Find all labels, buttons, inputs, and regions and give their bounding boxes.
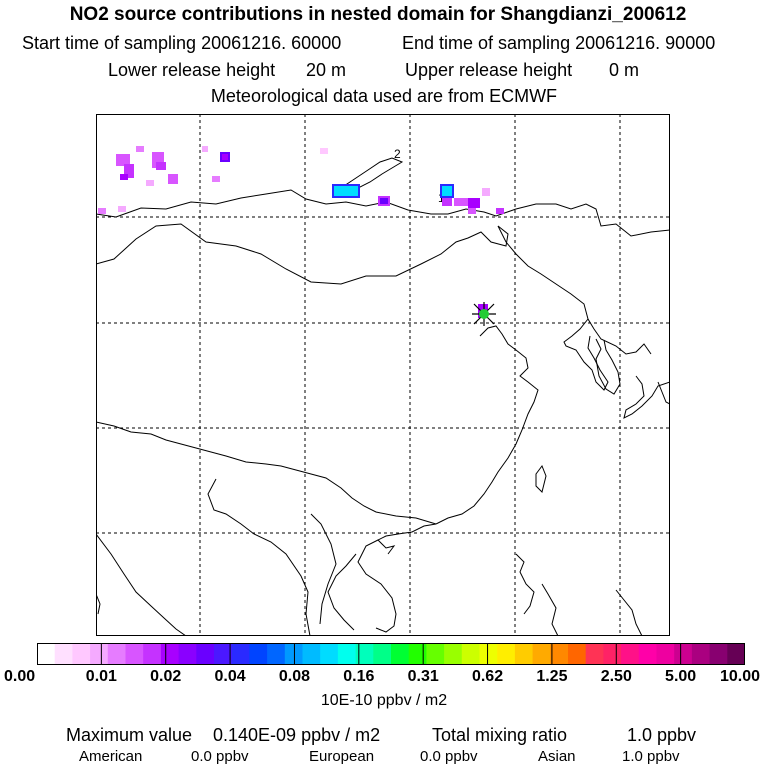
colorbar-segment <box>373 643 392 665</box>
colorbar-segment <box>231 643 250 665</box>
upper-release-value: 0 m <box>609 60 640 80</box>
colorbar-tick-label: 10.00 <box>719 668 760 685</box>
maximum-value-label: Maximum value <box>66 725 193 745</box>
colorbar-frame <box>37 643 745 665</box>
colorbar-tick-label: 0.31 <box>407 668 439 685</box>
european-value: 0.0 ppbv <box>420 748 478 765</box>
colorbar-segment <box>337 643 357 665</box>
colorbar-segment <box>638 643 657 665</box>
total-mixing-ratio-value: 1.0 ppbv <box>627 725 697 745</box>
colorbar-tick-label: 0.00 <box>4 668 36 685</box>
colorbar-segment <box>214 643 233 665</box>
colorbar-tick-label: 1.25 <box>536 668 568 685</box>
colorbar-segment <box>691 643 711 665</box>
colorbar-segment <box>178 643 197 665</box>
receptor-marker <box>472 302 496 326</box>
colorbar-segment <box>621 643 640 665</box>
colorbar-segment <box>107 643 126 665</box>
american-value: 0.0 ppbv <box>191 748 249 765</box>
colorbar-segment <box>656 643 675 665</box>
colorbar-tick-label: 0.08 <box>278 668 311 685</box>
colorbar-segment <box>54 643 73 665</box>
lower-release-value: 20 m <box>306 60 347 80</box>
lat-lon-grid <box>96 114 670 636</box>
colorbar-segment <box>320 643 339 665</box>
colorbar-segment <box>709 643 728 665</box>
colorbar-segment <box>532 643 551 665</box>
colorbar-segment <box>267 643 286 665</box>
asian-value: 1.0 ppbv <box>622 748 680 765</box>
end-time-label: End time of sampling 20061216. 90000 <box>402 33 716 53</box>
colorbar-segment <box>426 643 445 665</box>
european-label: European <box>309 748 375 765</box>
colorbar-segment <box>37 643 56 665</box>
colorbar-segment <box>302 643 321 665</box>
colorbar-tick-label: 0.04 <box>214 668 246 685</box>
colorbar-tick-label: 0.62 <box>471 668 504 685</box>
colorbar-tick-label: 5.00 <box>665 668 697 685</box>
colorbar-segment <box>585 643 604 665</box>
coastlines-borders <box>96 157 670 636</box>
colorbar-segment <box>249 643 268 665</box>
colorbar-segment <box>143 643 162 665</box>
colorbar-segment <box>355 643 374 665</box>
lower-release-label: Lower release height <box>108 60 276 80</box>
colorbar-tick-label: 0.02 <box>150 668 182 685</box>
colorbar-segment <box>90 643 109 665</box>
colorbar-tick-label: 2.50 <box>600 668 632 685</box>
colorbar-segment <box>479 643 498 665</box>
contour-label-2: 2 <box>394 147 401 161</box>
colorbar-segment <box>408 643 427 665</box>
american-label: American <box>79 748 143 765</box>
colorbar-segment <box>160 643 180 665</box>
colorbar-segment <box>550 643 569 665</box>
asian-label: Asian <box>538 748 576 765</box>
maximum-value: 0.140E-09 ppbv / m2 <box>213 725 381 745</box>
colorbar-segment <box>444 643 463 665</box>
colorbar-segment <box>727 643 745 665</box>
colorbar-segment <box>568 643 587 665</box>
colorbar-segment <box>674 643 693 665</box>
start-time-label: Start time of sampling 20061216. 60000 <box>22 33 342 53</box>
colorbar-segment <box>391 643 410 665</box>
colorbar-segment <box>603 643 622 665</box>
colorbar <box>37 643 745 665</box>
colorbar-segment <box>196 643 215 665</box>
colorbar-tick-label: 0.16 <box>343 668 375 685</box>
colorbar-segment <box>284 643 303 665</box>
meteorological-source-label: Meteorological data used are from ECMWF <box>210 86 558 106</box>
colorbar-segment <box>497 643 516 665</box>
colorbar-segment <box>125 643 144 665</box>
colorbar-segment <box>461 643 480 665</box>
map-panel: 2 1 <box>96 114 670 636</box>
colorbar-segment <box>514 643 534 665</box>
upper-release-label: Upper release height <box>405 60 573 80</box>
total-mixing-ratio-label: Total mixing ratio <box>432 725 568 745</box>
map-frame <box>96 114 670 636</box>
colorbar-tick-label: 0.01 <box>85 668 117 685</box>
colorbar-unit: 10E-10 ppbv / m2 <box>320 692 448 709</box>
map-title: NO2 source contributions in nested domai… <box>69 4 687 25</box>
colorbar-segment <box>72 643 91 665</box>
